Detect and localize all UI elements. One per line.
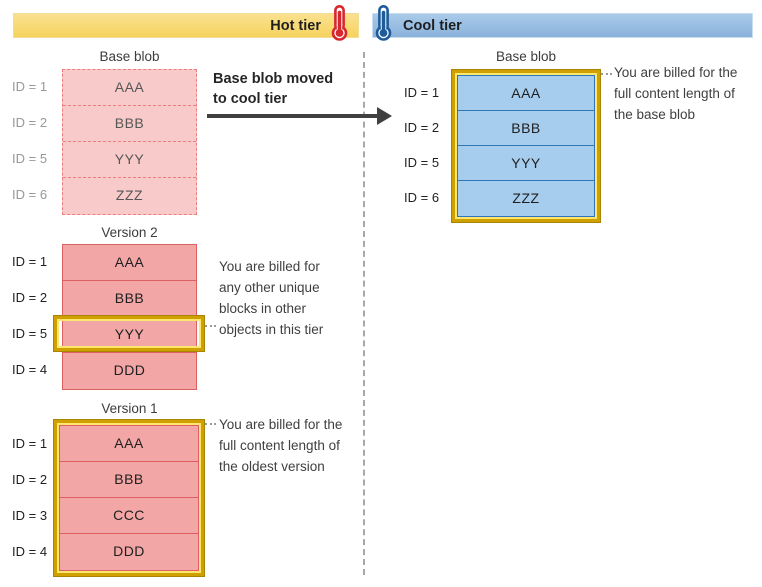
hot-tier-bar: Hot tier [13,13,359,38]
block-id: ID = 1 [12,436,48,451]
block-cell: AAA [458,76,594,111]
cool-base-blob-id-column: ID = 1 ID = 2 ID = 5 ID = 6 [404,75,448,215]
version2-note-connector [205,325,216,327]
version1-billing-note: You are billed for the full content leng… [219,417,343,474]
thermometer-hot-icon [329,4,350,41]
block-cell: BBB [63,281,196,317]
block-cell: AAA [60,426,198,462]
block-id: ID = 5 [404,155,440,170]
block-id: ID = 5 [12,151,48,166]
block-id: ID = 1 [12,254,48,269]
block-cell: AAA [63,70,196,106]
block-cell: DDD [113,362,146,378]
block-id: ID = 2 [12,472,48,487]
tier-separator-dashed-line [363,52,365,575]
block-cell: ZZZ [115,187,144,203]
block-cell: BBB [458,111,594,146]
version2-unique-block-highlight [54,316,204,351]
block-cell: CCC [60,498,198,534]
block-cell: YYY [63,317,196,353]
hot-base-blob-table: AAA BBB YYY ZZZ [62,69,197,215]
move-arrow-head [377,107,392,125]
block-id: ID = 2 [404,120,440,135]
cool-base-blob-highlight-box: AAA BBB YYY ZZZ [452,70,600,222]
version2-id-column: ID = 1 ID = 2 ID = 5 ID = 4 [12,244,58,388]
version1-note-connector [205,423,216,425]
block-cell: YYY [63,142,196,178]
cool-base-blob-billing-note: You are billed for the full content leng… [614,65,738,122]
hot-base-blob-id-column: ID = 1 ID = 2 ID = 5 ID = 6 [12,69,58,213]
version1-highlight-box: AAA BBB CCC DDD [54,420,204,576]
block-id: ID = 3 [12,508,48,523]
block-id: ID = 6 [404,190,440,205]
block-id: ID = 2 [12,290,48,305]
block-cell: ZZZ [512,190,540,206]
cool-tier-label: Cool tier [403,18,462,34]
hot-base-blob-title: Base blob [99,49,160,64]
hot-tier-label: Hot tier [270,18,321,34]
block-id: ID = 4 [12,544,48,559]
version2-title: Version 2 [101,225,158,240]
block-id: ID = 6 [12,187,48,202]
move-arrow-caption: Base blob moved to cool tier [213,71,334,107]
block-cell: DDD [113,543,145,559]
move-arrow-line [207,114,378,118]
version2-billing-note: You are billed for any other unique bloc… [219,259,324,337]
cool-base-blob-note-connector [601,73,612,75]
cool-tier-bar: Cool tier [372,13,753,38]
block-id: ID = 5 [12,326,48,341]
thermometer-cool-icon [373,4,394,41]
block-cell: BBB [60,462,198,498]
block-id: ID = 4 [12,362,48,377]
cool-base-blob-title: Base blob [495,49,557,64]
block-id: ID = 2 [12,115,48,130]
cool-base-blob-table: AAA BBB YYY ZZZ [457,75,595,217]
version1-title: Version 1 [101,401,158,416]
version1-table: AAA BBB CCC DDD [59,425,199,571]
version1-id-column: ID = 1 ID = 2 ID = 3 ID = 4 [12,426,58,570]
block-cell: AAA [63,245,196,281]
block-cell: BBB [63,106,196,142]
block-cell: YYY [458,146,594,181]
block-id: ID = 1 [12,79,48,94]
block-id: ID = 1 [404,85,440,100]
